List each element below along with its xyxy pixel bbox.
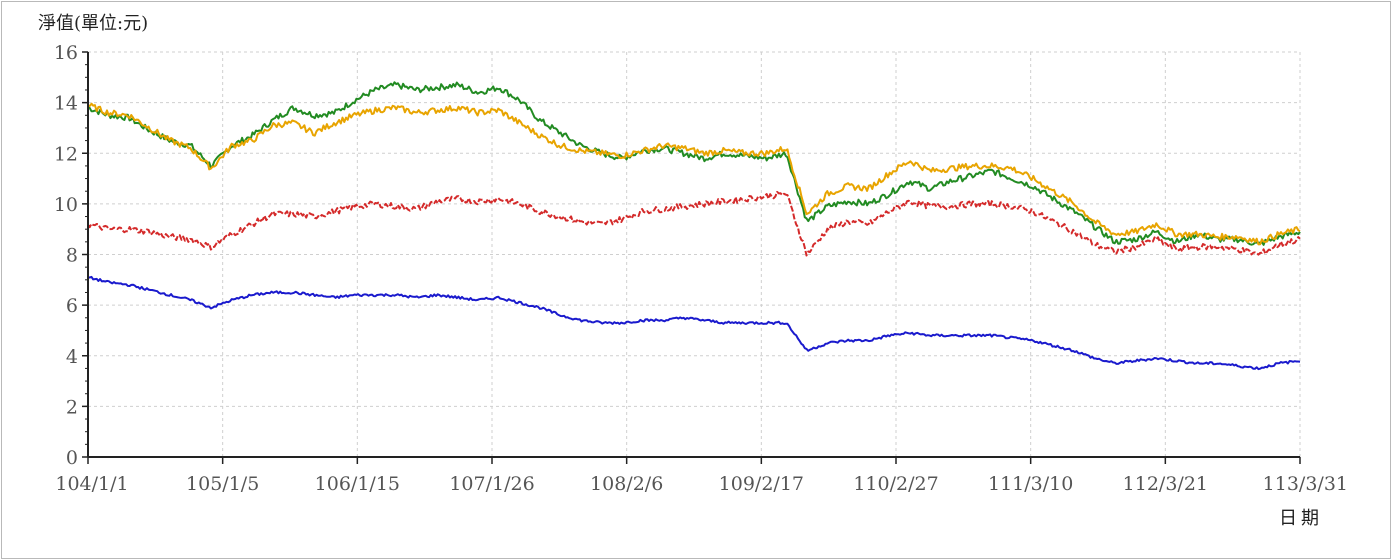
- x-tick-label: 113/3/31: [1263, 473, 1348, 495]
- x-axis-title: 日期: [1279, 508, 1323, 529]
- y-tick-label: 10: [54, 194, 78, 216]
- series-line-4: [87, 275, 1301, 371]
- y-tick-label: 4: [66, 346, 78, 368]
- x-tick-label: 110/2/27: [853, 473, 938, 495]
- x-tick-label: 105/1/5: [186, 473, 259, 495]
- y-tick-label: 0: [66, 447, 78, 469]
- y-tick-label: 12: [54, 143, 78, 165]
- series-line-1: [87, 81, 1301, 246]
- series-line-3: [87, 190, 1301, 257]
- grid-lines: [88, 51, 1301, 457]
- x-tick-label: 107/1/26: [449, 473, 534, 495]
- x-tick-label: 106/1/15: [315, 473, 400, 495]
- y-tick-label: 2: [66, 396, 78, 418]
- x-tick-label: 112/3/21: [1123, 473, 1208, 495]
- series-lines: [87, 81, 1301, 371]
- x-tick-label: 111/3/10: [988, 473, 1073, 495]
- y-tick-label: 6: [66, 295, 78, 317]
- tick-labels: 0 2 4 6 8 10 12 14 16 104/1/1 105/1/5 106/1/15 107/1…: [54, 42, 1348, 495]
- x-tick-label: 108/2/6: [590, 473, 663, 495]
- y-tick-label: 16: [54, 42, 78, 64]
- y-tick-label: 14: [54, 93, 78, 115]
- y-tick-label: 8: [66, 245, 78, 267]
- x-tick-label: 104/1/1: [55, 473, 128, 495]
- axes: [82, 51, 1301, 464]
- x-tick-label: 109/2/17: [719, 473, 804, 495]
- y-axis-title: 淨值(單位:元): [38, 13, 148, 34]
- series-line-2: [87, 102, 1301, 246]
